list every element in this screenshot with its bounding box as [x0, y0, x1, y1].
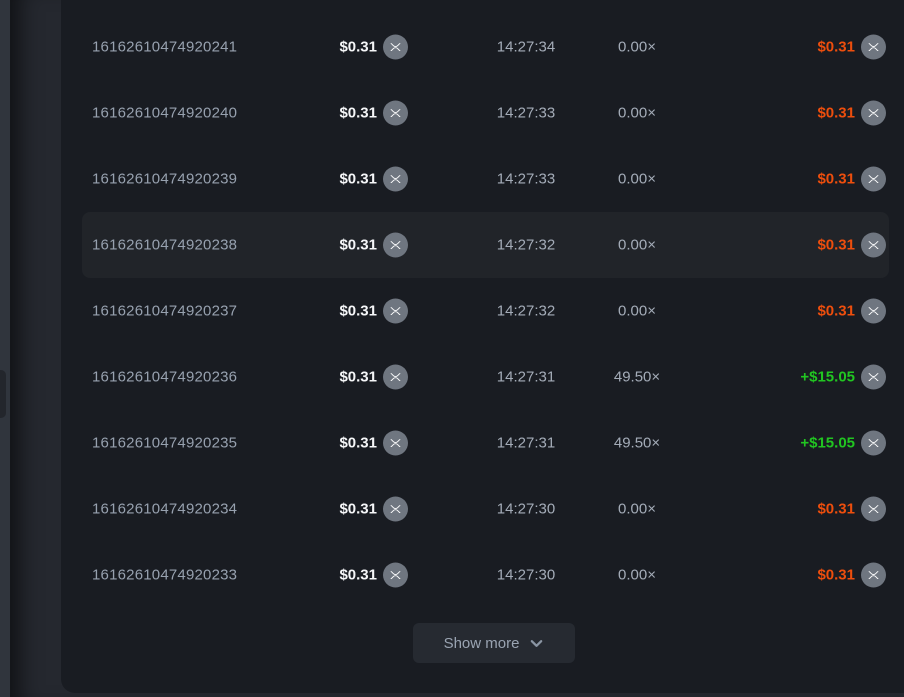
bet-rows: 16162610474920241 $0.31 14:27:34 0.00× $… — [61, 14, 904, 608]
bet-id: 16162610474920236 — [92, 368, 238, 386]
bet-id: 16162610474920233 — [92, 566, 238, 584]
xrp-icon — [383, 496, 408, 522]
payout-cell: $0.31 — [817, 166, 886, 192]
bet-row[interactable]: 16162610474920235 $0.31 14:27:31 49.50× … — [82, 410, 889, 476]
bet-amount: $0.31 — [339, 38, 377, 56]
xrp-icon — [861, 166, 886, 192]
bet-id: 16162610474920241 — [92, 38, 238, 56]
bet-amount-cell: $0.31 — [339, 100, 408, 126]
bet-row[interactable]: 16162610474920233 $0.31 14:27:30 0.00× $… — [82, 542, 889, 608]
bet-amount-cell: $0.31 — [339, 364, 408, 390]
bet-amount-cell: $0.31 — [339, 34, 408, 60]
scrollbar-thumb[interactable] — [0, 370, 6, 418]
bet-amount-cell: $0.31 — [339, 430, 408, 456]
bet-id: 16162610474920234 — [92, 500, 238, 518]
payout-amount: $0.31 — [817, 566, 855, 584]
xrp-icon — [383, 100, 408, 126]
xrp-icon — [861, 364, 886, 390]
bet-row[interactable]: 16162610474920237 $0.31 14:27:32 0.00× $… — [82, 278, 889, 344]
bet-time: 14:27:32 — [496, 236, 556, 254]
bet-time: 14:27:33 — [496, 170, 556, 188]
payout-amount: $0.31 — [817, 302, 855, 320]
bet-amount: $0.31 — [339, 170, 377, 188]
payout-amount: $0.31 — [817, 170, 855, 188]
bet-id: 16162610474920239 — [92, 170, 238, 188]
xrp-icon — [861, 562, 886, 588]
bet-amount: $0.31 — [339, 368, 377, 386]
xrp-icon — [383, 232, 408, 258]
bet-row[interactable]: 16162610474920234 $0.31 14:27:30 0.00× $… — [82, 476, 889, 542]
xrp-icon — [861, 496, 886, 522]
bet-amount-cell: $0.31 — [339, 298, 408, 324]
payout-cell: $0.31 — [817, 298, 886, 324]
sidebar-edge — [0, 0, 10, 697]
xrp-icon — [383, 364, 408, 390]
bet-amount-cell: $0.31 — [339, 232, 408, 258]
bet-multiplier: 0.00× — [618, 566, 656, 584]
bet-multiplier: 0.00× — [618, 104, 656, 122]
bet-id: 16162610474920237 — [92, 302, 238, 320]
bet-history-panel: 16162610474920241 $0.31 14:27:34 0.00× $… — [61, 0, 904, 693]
bet-time: 14:27:31 — [496, 368, 556, 386]
payout-cell: $0.31 — [817, 562, 886, 588]
chevron-down-icon — [529, 636, 544, 651]
xrp-icon — [861, 100, 886, 126]
bet-id: 16162610474920235 — [92, 434, 238, 452]
payout-amount: +$15.05 — [800, 368, 855, 386]
payout-cell: +$15.05 — [800, 430, 886, 456]
xrp-icon — [861, 34, 886, 60]
xrp-icon — [861, 232, 886, 258]
bet-multiplier: 0.00× — [618, 302, 656, 320]
show-more-label: Show more — [443, 634, 520, 652]
bet-amount: $0.31 — [339, 302, 377, 320]
bet-row[interactable]: 16162610474920236 $0.31 14:27:31 49.50× … — [82, 344, 889, 410]
bet-multiplier: 49.50× — [613, 434, 661, 452]
bet-multiplier: 0.00× — [618, 500, 656, 518]
payout-cell: +$15.05 — [800, 364, 886, 390]
payout-cell: $0.31 — [817, 34, 886, 60]
xrp-icon — [383, 562, 408, 588]
bet-id: 16162610474920240 — [92, 104, 238, 122]
bet-amount: $0.31 — [339, 500, 377, 518]
payout-amount: $0.31 — [817, 236, 855, 254]
payout-amount: $0.31 — [817, 104, 855, 122]
bet-multiplier: 0.00× — [618, 170, 656, 188]
bet-row[interactable]: 16162610474920240 $0.31 14:27:33 0.00× $… — [82, 80, 889, 146]
show-more-button[interactable]: Show more — [413, 623, 575, 663]
bet-id: 16162610474920238 — [92, 236, 238, 254]
payout-amount: $0.31 — [817, 500, 855, 518]
bet-multiplier: 49.50× — [613, 368, 661, 386]
payout-cell: $0.31 — [817, 496, 886, 522]
xrp-icon — [383, 166, 408, 192]
payout-amount: +$15.05 — [800, 434, 855, 452]
bet-amount-cell: $0.31 — [339, 166, 408, 192]
bet-time: 14:27:31 — [496, 434, 556, 452]
bet-multiplier: 0.00× — [618, 236, 656, 254]
xrp-icon — [383, 34, 408, 60]
xrp-icon — [383, 430, 408, 456]
bet-row[interactable]: 16162610474920238 $0.31 14:27:32 0.00× $… — [82, 212, 889, 278]
bet-time: 14:27:34 — [496, 38, 556, 56]
xrp-icon — [383, 298, 408, 324]
content-panel: 16162610474920241 $0.31 14:27:34 0.00× $… — [10, 0, 904, 697]
payout-cell: $0.31 — [817, 232, 886, 258]
bet-amount-cell: $0.31 — [339, 496, 408, 522]
bet-row[interactable]: 16162610474920239 $0.31 14:27:33 0.00× $… — [82, 146, 889, 212]
bet-amount: $0.31 — [339, 236, 377, 254]
bet-amount: $0.31 — [339, 566, 377, 584]
bet-amount: $0.31 — [339, 104, 377, 122]
bet-time: 14:27:32 — [496, 302, 556, 320]
bet-amount: $0.31 — [339, 434, 377, 452]
bet-row[interactable]: 16162610474920241 $0.31 14:27:34 0.00× $… — [82, 14, 889, 80]
xrp-icon — [861, 430, 886, 456]
xrp-icon — [861, 298, 886, 324]
bet-time: 14:27:30 — [496, 500, 556, 518]
payout-amount: $0.31 — [817, 38, 855, 56]
bet-amount-cell: $0.31 — [339, 562, 408, 588]
bet-time: 14:27:30 — [496, 566, 556, 584]
payout-cell: $0.31 — [817, 100, 886, 126]
bet-time: 14:27:33 — [496, 104, 556, 122]
bet-multiplier: 0.00× — [618, 38, 656, 56]
